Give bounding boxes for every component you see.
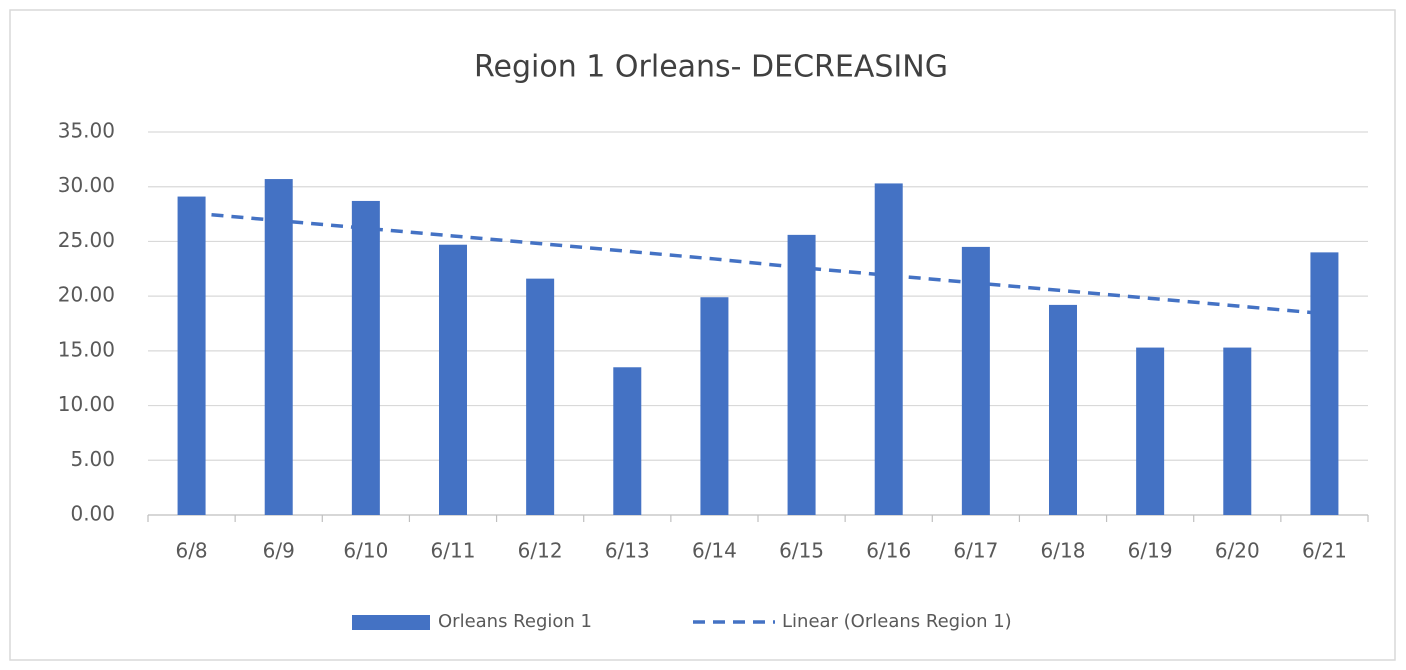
y-tick-label: 5.00 [70, 447, 115, 471]
bar [264, 179, 293, 515]
y-tick-label: 35.00 [58, 119, 115, 143]
bar [700, 297, 729, 515]
bar [613, 367, 642, 515]
legend-swatch [352, 615, 430, 630]
x-tick-label: 6/17 [953, 539, 998, 563]
x-tick-label: 6/9 [263, 539, 295, 563]
x-tick-label: 6/20 [1215, 539, 1260, 563]
x-tick-label: 6/19 [1128, 539, 1173, 563]
bar [439, 244, 467, 515]
bar [1310, 252, 1339, 515]
y-tick-label: 15.00 [58, 337, 115, 361]
bar [1223, 347, 1252, 515]
y-tick-label: 10.00 [58, 392, 115, 416]
y-tick-label: 25.00 [58, 228, 115, 252]
y-tick-label: 0.00 [70, 502, 115, 526]
x-tick-label: 6/12 [518, 539, 563, 563]
bar [177, 196, 206, 515]
bar [526, 278, 555, 515]
x-tick-label: 6/15 [779, 539, 824, 563]
trend-line [191, 211, 1325, 316]
bar [874, 183, 903, 515]
x-tick-label: 6/21 [1302, 539, 1347, 563]
x-tick-label: 6/13 [605, 539, 650, 563]
x-tick-label: 6/10 [343, 539, 388, 563]
bar [1136, 347, 1165, 515]
x-tick-label: 6/16 [866, 539, 911, 563]
legend-label: Linear (Orleans Region 1) [782, 611, 1012, 632]
bar [961, 246, 990, 515]
y-tick-label: 30.00 [58, 173, 115, 197]
x-tick-label: 6/8 [175, 539, 207, 563]
legend-label: Orleans Region 1 [438, 611, 592, 632]
chart-title: Region 1 Orleans- DECREASING [474, 50, 948, 85]
x-tick-label: 6/14 [692, 539, 737, 563]
x-tick-label: 6/11 [431, 539, 476, 563]
bar [787, 234, 816, 515]
x-tick-label: 6/18 [1041, 539, 1086, 563]
bar [1049, 304, 1077, 515]
bar [351, 200, 380, 515]
y-tick-label: 20.00 [58, 283, 115, 307]
